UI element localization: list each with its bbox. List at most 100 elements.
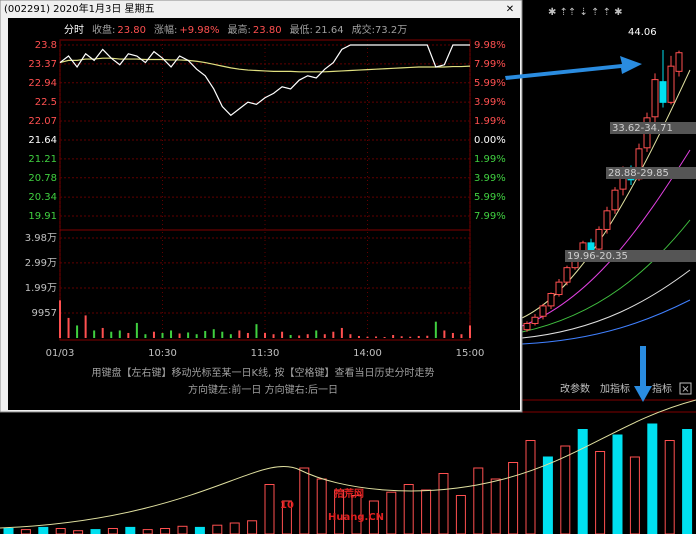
volume-bar [469, 325, 471, 338]
volume-bar [332, 331, 335, 338]
volume-bar [195, 334, 198, 338]
volume-bar [255, 324, 258, 338]
volume-bar [409, 336, 412, 338]
volume-bar [438, 473, 449, 534]
volume-bar [194, 526, 205, 534]
volume-bar [125, 526, 136, 534]
volume-bar [368, 500, 379, 534]
volume-bar [349, 334, 352, 338]
volume-bar [357, 335, 360, 338]
ma-line [521, 69, 691, 319]
volume-bar [315, 330, 318, 338]
volume-bar [93, 330, 96, 338]
volume-bar [110, 331, 113, 338]
y-tick-label: 20.78 [28, 173, 57, 184]
x-tick-label: 01/03 [46, 348, 75, 359]
signal-icons: ✱ ⇡⇡ ⇣ ⇡ ⇡ ✱ [548, 7, 623, 18]
volume-bar [455, 495, 466, 534]
popup-window: (002291) 2020年1月3日 星期五 ✕ 用键盘【左右键】移动光标至某一… [0, 0, 523, 413]
volume-bar [629, 456, 640, 534]
header-item: 成交:73.2万 [352, 23, 408, 36]
volume-bar [340, 327, 343, 338]
hint: 方向键左:前一日 方向键右:后一日 [188, 383, 338, 396]
watermark-number: 10 [280, 500, 294, 511]
toolbar-button[interactable]: 指标 [652, 382, 672, 395]
header-item: 涨幅: [154, 23, 177, 36]
price-line [59, 44, 470, 117]
volume-bar [403, 484, 414, 534]
x-tick-label: 10:30 [148, 348, 177, 359]
volume-bar [351, 495, 362, 534]
volume-bar [306, 334, 309, 338]
pct-tick-label: 1.99% [474, 116, 506, 127]
x-tick-label: 11:30 [251, 348, 280, 359]
volume-bar [170, 330, 173, 338]
volume-bar [560, 445, 571, 534]
volume-bar [264, 332, 266, 338]
arrow [505, 56, 642, 80]
close-indicator-button[interactable] [679, 382, 692, 395]
volume-bar [73, 530, 84, 534]
candle-body [531, 316, 539, 324]
volume-bar [55, 528, 66, 534]
candle-body [651, 79, 659, 118]
volume-bar [272, 334, 275, 338]
volume-bar [144, 334, 147, 338]
candle-body [563, 267, 571, 283]
hint: 用键盘【左右键】移动光标至某一日K线, 按【空格键】查看当日历史分时走势 [92, 366, 435, 379]
toolbar-button[interactable]: 加指标 [600, 382, 630, 395]
volume-bar [323, 334, 326, 338]
toolbar-button[interactable]: 改参数 [560, 382, 590, 395]
average-line [59, 57, 471, 73]
volume-bar [612, 434, 623, 534]
volume-bar [299, 467, 310, 534]
volume-bar [375, 336, 378, 338]
volume-bar [212, 329, 215, 338]
volume-bar [490, 478, 501, 534]
volume-bar [238, 330, 241, 338]
close-button[interactable]: ✕ [506, 4, 514, 15]
volume-bar [682, 429, 693, 534]
y-tick-label: 22.94 [28, 78, 57, 89]
volume-bar [577, 429, 588, 534]
volume-bar [334, 489, 345, 534]
ma-line [521, 219, 691, 333]
header-item: 最低: [290, 23, 313, 36]
volume-bar [508, 462, 519, 534]
candle-body [595, 228, 603, 250]
volume-bar [127, 332, 130, 338]
volume-bar [118, 330, 121, 338]
volume-bar [595, 451, 606, 534]
annotations [505, 56, 652, 402]
volume-bar [152, 331, 155, 338]
volume-tick-label: 2.99万 [25, 258, 57, 269]
header-item: 分时 [64, 24, 84, 36]
volume-bar [525, 440, 536, 534]
candle-body [587, 242, 595, 252]
y-tick-label: 22.5 [35, 97, 57, 108]
volume-bar [76, 325, 79, 338]
y-tick-label: 21.21 [28, 154, 57, 165]
volume-bar [264, 484, 275, 534]
volume-bar [281, 331, 284, 338]
volume-bar [417, 335, 420, 338]
volume-ma [0, 399, 696, 529]
y-tick-label: 23.8 [35, 40, 57, 51]
volume-bar [281, 500, 292, 534]
arrow [634, 346, 652, 402]
volume-bar [386, 491, 397, 534]
candle-body [675, 52, 683, 72]
header-item: 23.80 [253, 25, 282, 36]
header-item: +9.98% [179, 25, 219, 36]
volume-bar [101, 327, 104, 338]
volume-bar [542, 456, 553, 534]
volume-bar [229, 522, 240, 534]
range-label: 33.62-34.71 [612, 123, 673, 134]
candle-body [603, 210, 611, 230]
candle-body [667, 65, 675, 103]
x-tick-label: 14:00 [353, 348, 382, 359]
close-icon: × [681, 384, 689, 395]
y-tick-label: 21.64 [28, 135, 57, 146]
watermark-name: 拾荒网 [334, 487, 364, 500]
ma-line [521, 269, 691, 339]
